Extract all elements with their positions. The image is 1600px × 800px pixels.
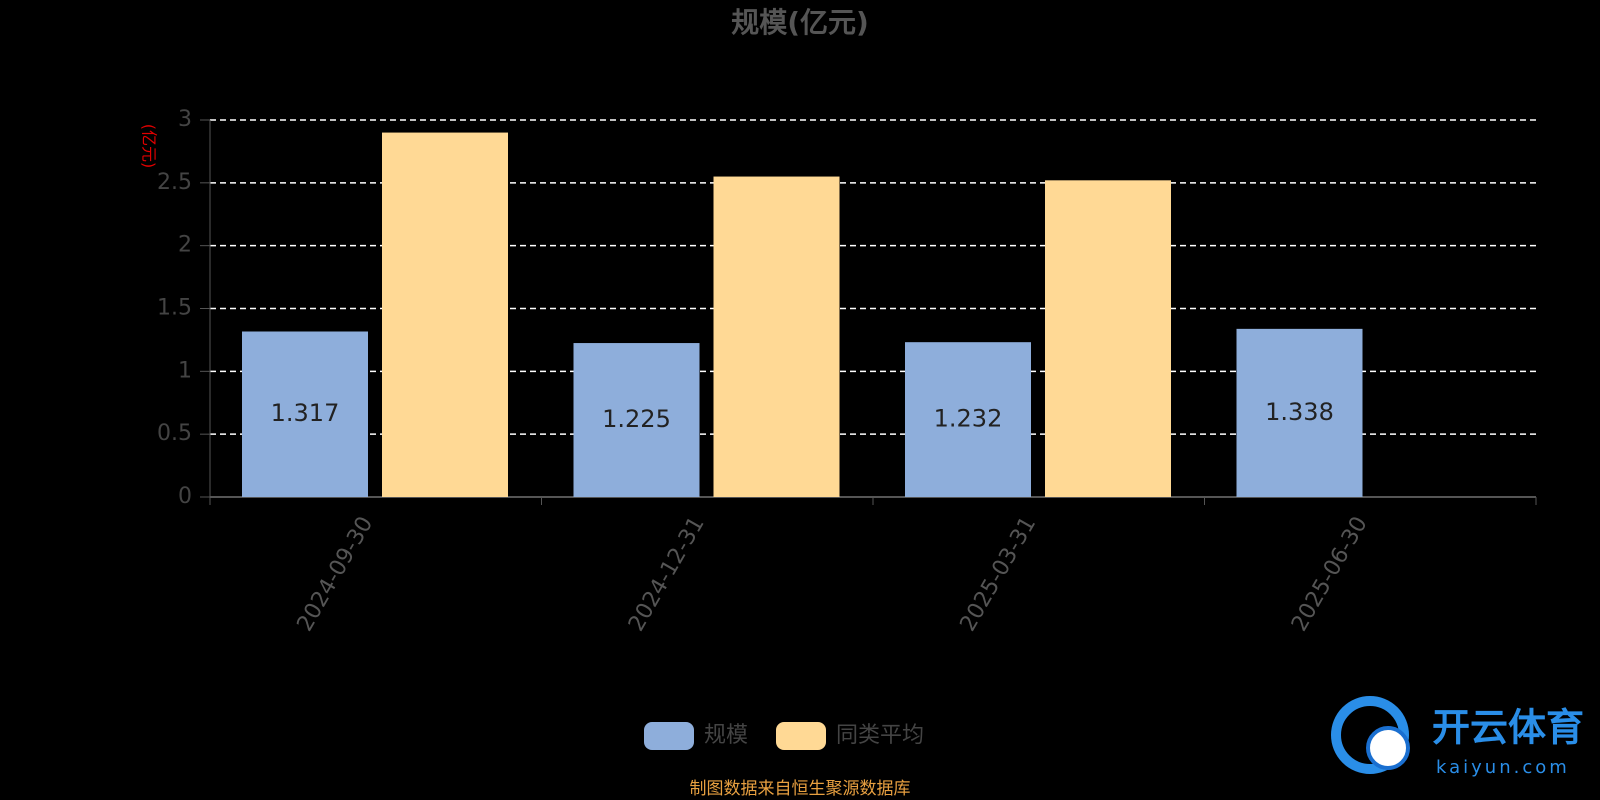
bar <box>573 343 700 497</box>
legend-swatch <box>776 722 826 750</box>
source-note: 制图数据来自恒生聚源数据库 <box>690 779 911 799</box>
bar <box>382 132 508 498</box>
legend-label: 规模 <box>704 723 748 748</box>
x-tick-label: 2025-03-31 <box>956 513 1042 636</box>
chart-title: 规模(亿元) <box>731 6 869 39</box>
bar <box>1236 328 1363 497</box>
bar <box>905 342 1031 497</box>
legend-label: 同类平均 <box>836 723 924 748</box>
bar <box>713 176 840 498</box>
x-tick-label: 2025-06-30 <box>1287 513 1373 636</box>
bar <box>242 331 368 497</box>
y-tick-label: 3 <box>178 107 192 132</box>
data-label: 1.338 <box>1265 398 1334 426</box>
y-tick-label: 2 <box>178 233 192 258</box>
watermark-title: 开云体育 <box>1432 706 1584 750</box>
logo-ball <box>1366 726 1410 770</box>
y-tick-label: 0.5 <box>157 421 192 446</box>
data-label: 1.232 <box>934 405 1003 433</box>
data-label: 1.317 <box>271 399 340 427</box>
legend-swatch <box>644 722 694 750</box>
y-tick-label: 0 <box>178 484 192 509</box>
y-tick-label: 1 <box>178 358 192 383</box>
bar <box>1045 180 1171 497</box>
data-label: 1.225 <box>602 405 671 433</box>
x-tick-label: 2024-12-31 <box>624 513 710 636</box>
y-tick-label: 1.5 <box>157 296 192 321</box>
y-axis-label: (亿元) <box>140 124 159 169</box>
y-tick-label: 2.5 <box>157 170 192 195</box>
watermark: 开云体育 kaiyun.com <box>1331 696 1584 778</box>
watermark-url: kaiyun.com <box>1436 757 1570 778</box>
x-tick-label: 2024-09-30 <box>293 513 379 636</box>
